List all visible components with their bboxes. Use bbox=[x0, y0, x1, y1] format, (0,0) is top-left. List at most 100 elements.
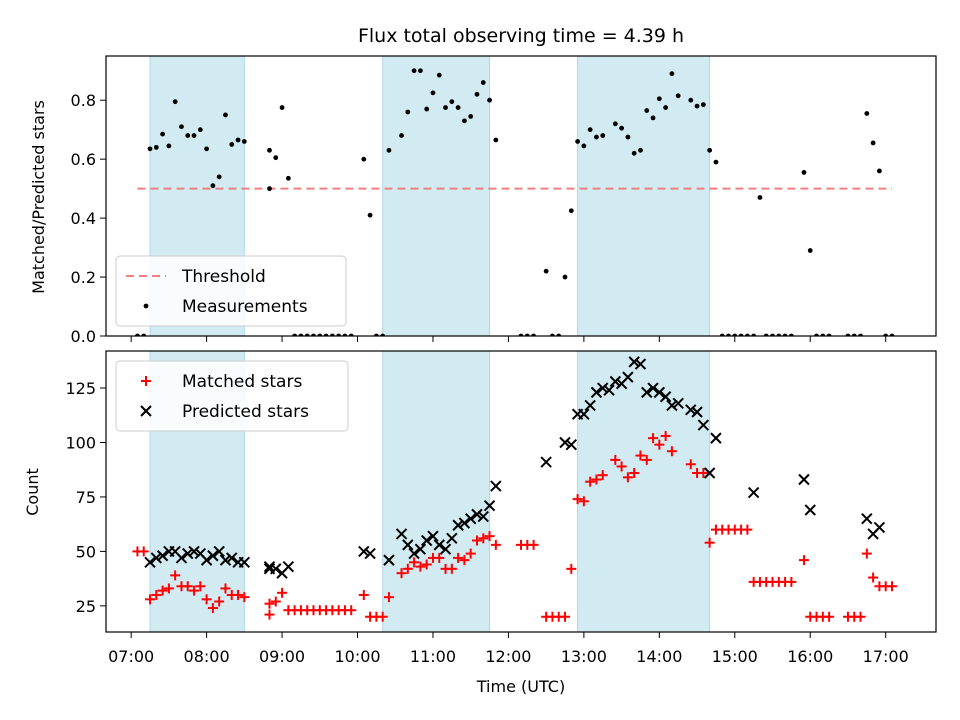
data-point-bottom-0-4 bbox=[157, 585, 168, 596]
legend-box-bottom bbox=[115, 360, 349, 432]
data-point-bottom-0-106 bbox=[886, 581, 897, 592]
data-point-bottom-0-17 bbox=[239, 592, 250, 603]
data-point-bottom-0-44 bbox=[434, 552, 445, 563]
data-point-bottom-0-65 bbox=[591, 474, 602, 485]
data-point-bottom-1-40 bbox=[540, 456, 552, 468]
data-point-top-0-37 bbox=[386, 147, 392, 153]
data-point-top-0-14 bbox=[223, 112, 228, 118]
x-axis-label: Time (UTC) bbox=[476, 677, 565, 696]
data-point-top-0-75 bbox=[663, 105, 669, 110]
data-point-bottom-0-1 bbox=[138, 546, 149, 557]
data-point-top-0-15 bbox=[229, 142, 235, 147]
legend-entry-threshold-label: Threshold bbox=[181, 267, 266, 287]
data-point-bottom-0-9 bbox=[189, 585, 200, 596]
data-point-top-0-7 bbox=[179, 124, 184, 130]
data-point-bottom-1-7 bbox=[188, 545, 200, 558]
top-y-axis-label: Matched/Predicted stars bbox=[29, 100, 48, 294]
data-point-top-0-19 bbox=[267, 186, 272, 192]
x-tick-label-2: 09:00 bbox=[259, 647, 305, 666]
y-tick-label-bottom-2: 75 bbox=[76, 488, 96, 507]
data-point-top-0-18 bbox=[267, 147, 272, 153]
data-point-bottom-0-86 bbox=[742, 524, 753, 535]
data-point-top-0-4 bbox=[160, 131, 165, 137]
data-point-bottom-0-3 bbox=[151, 589, 162, 600]
data-point-bottom-0-98 bbox=[824, 611, 835, 622]
data-point-bottom-1-66 bbox=[798, 473, 810, 486]
data-point-bottom-1-29 bbox=[427, 530, 439, 542]
data-point-bottom-1-60 bbox=[685, 404, 697, 416]
top-panel: 0.0 0.2 0.4 0.6 0.8 Threshold Measurements bbox=[71, 55, 937, 346]
data-point-top-0-49 bbox=[468, 114, 474, 119]
data-point-bottom-0-76 bbox=[666, 446, 677, 457]
data-point-bottom-0-73 bbox=[648, 433, 659, 444]
data-point-top-0-53 bbox=[493, 137, 499, 143]
data-point-bottom-1-31 bbox=[439, 543, 452, 555]
data-point-bottom-0-47 bbox=[453, 552, 464, 563]
data-point-bottom-1-21 bbox=[358, 545, 370, 558]
data-point-top-0-70 bbox=[631, 150, 637, 156]
data-point-bottom-1-17 bbox=[263, 560, 276, 573]
y-tick-label-top-2: 0.4 bbox=[71, 209, 96, 228]
data-point-top-0-9 bbox=[191, 133, 197, 138]
data-point-top-0-5 bbox=[166, 143, 172, 149]
data-point-bottom-0-39 bbox=[402, 563, 413, 574]
data-point-top-0-34 bbox=[367, 212, 373, 218]
data-point-top-0-67 bbox=[612, 121, 618, 127]
data-point-bottom-0-53 bbox=[490, 539, 501, 550]
axes-frame-bottom bbox=[105, 350, 937, 633]
data-point-bottom-0-20 bbox=[270, 596, 281, 607]
data-point-bottom-0-42 bbox=[421, 559, 432, 570]
legend-entry-predicted-stars: Predicted stars bbox=[140, 402, 309, 422]
data-point-bottom-1-23 bbox=[383, 554, 395, 566]
data-point-bottom-0-80 bbox=[704, 537, 715, 548]
data-point-bottom-0-67 bbox=[610, 454, 621, 465]
data-point-bottom-1-12 bbox=[219, 554, 232, 566]
data-point-bottom-1-63 bbox=[703, 467, 716, 479]
data-point-bottom-0-63 bbox=[578, 496, 589, 507]
data-point-top-0-66 bbox=[600, 133, 606, 138]
legend-entry-predicted-stars-swatch bbox=[140, 405, 152, 417]
data-point-top-0-61 bbox=[568, 208, 574, 214]
data-point-bottom-0-37 bbox=[383, 592, 394, 603]
data-point-top-0-51 bbox=[480, 80, 486, 85]
x-tick-label-1: 08:00 bbox=[184, 647, 230, 666]
x-tick-label-6: 13:00 bbox=[561, 647, 607, 666]
observing-window-bottom-2 bbox=[577, 350, 711, 633]
bottom-panel: 25 50 75 100 125 07:00 08:00 09:00 10:00 11:00 12:… bbox=[65, 350, 937, 666]
data-point-top-0-6 bbox=[172, 99, 178, 105]
legend-entry-matched-stars-label: Matched stars bbox=[182, 372, 302, 392]
data-point-top-0-41 bbox=[417, 68, 423, 74]
data-point-top-0-76 bbox=[669, 71, 675, 77]
data-point-top-0-8 bbox=[185, 133, 191, 138]
data-point-top-0-48 bbox=[462, 118, 467, 124]
data-point-bottom-1-30 bbox=[433, 539, 445, 551]
data-point-top-0-47 bbox=[455, 105, 461, 110]
data-point-top-0-96 bbox=[807, 248, 813, 253]
data-point-bottom-1-15 bbox=[238, 556, 251, 569]
data-point-bottom-1-44 bbox=[578, 408, 590, 420]
series-measurements bbox=[135, 68, 895, 336]
data-point-bottom-0-6 bbox=[170, 570, 181, 581]
data-point-bottom-1-58 bbox=[666, 399, 678, 412]
data-point-bottom-0-52 bbox=[484, 531, 495, 542]
data-point-top-0-95 bbox=[801, 170, 807, 175]
data-point-bottom-0-61 bbox=[566, 563, 577, 574]
data-point-top-0-33 bbox=[361, 156, 367, 162]
x-tick-label-3: 10:00 bbox=[334, 647, 380, 666]
data-point-bottom-1-65 bbox=[747, 486, 760, 499]
data-point-top-0-81 bbox=[707, 147, 713, 153]
bottom-y-axis-label: Count bbox=[23, 468, 42, 516]
data-point-top-0-10 bbox=[197, 127, 203, 133]
data-point-bottom-1-59 bbox=[672, 397, 684, 409]
observing-window-top-1 bbox=[382, 55, 491, 337]
y-tick-label-bottom-4: 125 bbox=[65, 379, 96, 398]
data-point-top-0-69 bbox=[625, 134, 631, 140]
data-point-top-0-3 bbox=[153, 144, 159, 150]
data-point-top-0-73 bbox=[650, 115, 656, 121]
legend-entry-matched-stars-swatch bbox=[141, 376, 151, 386]
data-point-bottom-0-94 bbox=[798, 555, 809, 566]
data-point-bottom-0-14 bbox=[220, 583, 231, 594]
data-point-top-0-17 bbox=[241, 139, 247, 144]
data-point-top-0-78 bbox=[688, 97, 694, 103]
